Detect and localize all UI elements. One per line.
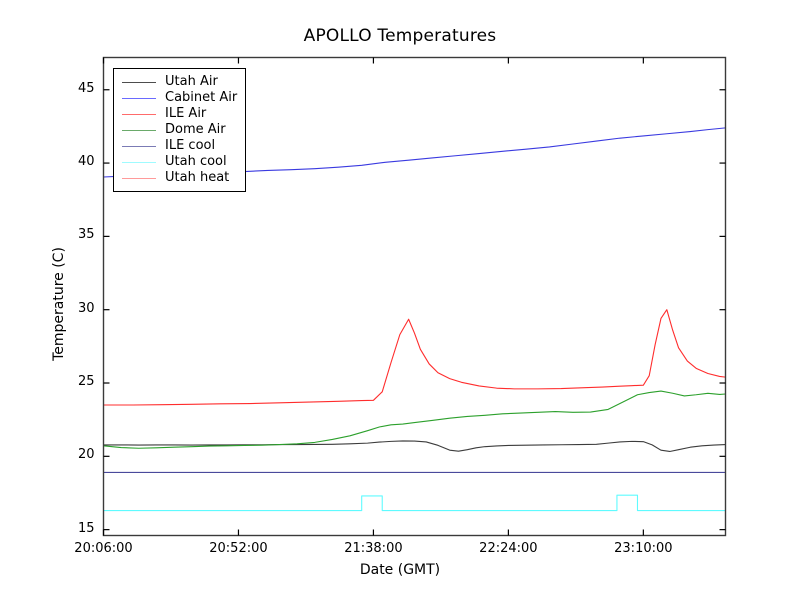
x-tick-label: 22:24:00 [479, 540, 538, 556]
legend-item-label: Utah cool [165, 154, 227, 169]
legend-color-swatch [122, 161, 156, 163]
x-tick-label: 20:52:00 [209, 540, 268, 556]
page-title: APOLLO Temperatures [303, 26, 497, 46]
axis-ticks [102, 57, 726, 536]
legend-color-swatch [122, 129, 156, 131]
legend-item-label: ILE Air [165, 106, 207, 121]
chart-legend: Utah Air Cabinet Air ILE Air Dome Air ILE co… [113, 68, 247, 192]
series-line [102, 440, 727, 453]
x-axis-label: Date (GMT) [359, 562, 441, 578]
legend-item: Utah Air [120, 74, 237, 90]
legend-item: Dome Air [120, 122, 237, 138]
legend-item-label: Dome Air [165, 122, 226, 137]
y-tick-label: 30 [77, 300, 95, 316]
legend-item: Cabinet Air [120, 90, 237, 106]
legend-color-swatch [122, 81, 156, 83]
y-tick-label: 15 [77, 520, 95, 536]
x-tick-label: 21:38:00 [344, 540, 403, 556]
x-tick-label: 20:06:00 [74, 540, 133, 556]
legend-item: ILE cool [120, 138, 237, 154]
y-tick-label: 20 [77, 447, 95, 463]
legend-item: Utah cool [120, 154, 237, 170]
legend-item: ILE Air [120, 106, 237, 122]
legend-color-swatch [122, 97, 156, 99]
series-line [102, 390, 727, 449]
series-line [102, 309, 727, 406]
legend-item-label: Cabinet Air [165, 90, 238, 105]
y-tick-label: 25 [77, 374, 95, 389]
legend-item: Utah heat [120, 170, 237, 186]
legend-item-label: ILE cool [165, 138, 216, 153]
series-line [102, 494, 727, 512]
legend-color-swatch [122, 113, 156, 115]
legend-color-swatch [122, 177, 156, 179]
y-tick-label: 45 [77, 80, 95, 96]
y-tick-label: 40 [77, 154, 95, 170]
legend-item-label: Utah heat [165, 170, 230, 185]
legend-item-label: Utah Air [165, 74, 218, 89]
series-layer [102, 127, 727, 512]
y-tick-label: 35 [77, 227, 95, 243]
x-tick-label: 23:10:00 [614, 540, 673, 556]
legend-color-swatch [122, 145, 156, 147]
y-axis-label: Temperature (C) [51, 247, 67, 361]
plot-frame [102, 56, 727, 537]
